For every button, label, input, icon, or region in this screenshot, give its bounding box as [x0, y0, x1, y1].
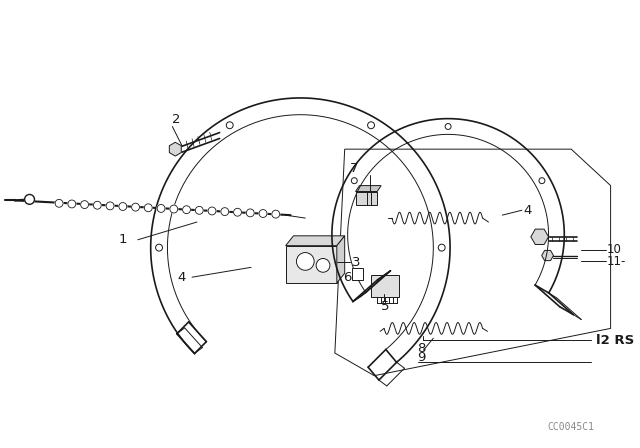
Circle shape — [234, 208, 241, 216]
Polygon shape — [285, 236, 345, 246]
Circle shape — [208, 207, 216, 215]
Bar — [351, 268, 364, 280]
Text: 6: 6 — [343, 271, 351, 284]
Polygon shape — [356, 191, 377, 205]
Circle shape — [195, 207, 204, 214]
Circle shape — [221, 208, 228, 215]
Text: 7: 7 — [349, 162, 358, 175]
Circle shape — [351, 178, 357, 184]
Text: 5: 5 — [381, 300, 390, 313]
Text: l2 RS: l2 RS — [596, 334, 634, 347]
Circle shape — [259, 210, 267, 217]
Polygon shape — [337, 236, 345, 283]
Circle shape — [246, 209, 254, 217]
Circle shape — [296, 253, 314, 270]
Text: CC0045C1: CC0045C1 — [548, 422, 595, 432]
Circle shape — [170, 205, 178, 213]
Circle shape — [68, 200, 76, 208]
Polygon shape — [531, 229, 548, 245]
Circle shape — [156, 244, 163, 251]
Circle shape — [182, 206, 191, 214]
Polygon shape — [170, 142, 181, 156]
Text: 4: 4 — [523, 204, 531, 217]
Text: 10: 10 — [607, 243, 621, 256]
Text: 8: 8 — [417, 341, 426, 354]
Text: 3: 3 — [351, 256, 360, 269]
Circle shape — [157, 204, 165, 212]
Circle shape — [93, 201, 101, 209]
Circle shape — [438, 244, 445, 251]
Circle shape — [81, 201, 88, 208]
Text: 1: 1 — [118, 233, 127, 246]
Circle shape — [272, 210, 280, 218]
Circle shape — [145, 204, 152, 212]
Circle shape — [445, 124, 451, 129]
Circle shape — [227, 122, 233, 129]
Polygon shape — [356, 185, 381, 191]
Text: 9: 9 — [417, 351, 426, 364]
Circle shape — [55, 199, 63, 207]
Polygon shape — [371, 275, 399, 297]
Circle shape — [119, 202, 127, 211]
Text: 4: 4 — [177, 271, 186, 284]
Circle shape — [316, 258, 330, 272]
Polygon shape — [541, 250, 554, 261]
Circle shape — [24, 194, 35, 204]
Circle shape — [539, 178, 545, 184]
Polygon shape — [285, 246, 337, 283]
Circle shape — [132, 203, 140, 211]
Text: 2: 2 — [172, 113, 181, 126]
Circle shape — [106, 202, 114, 210]
Text: 11-: 11- — [607, 255, 626, 268]
Circle shape — [367, 122, 374, 129]
